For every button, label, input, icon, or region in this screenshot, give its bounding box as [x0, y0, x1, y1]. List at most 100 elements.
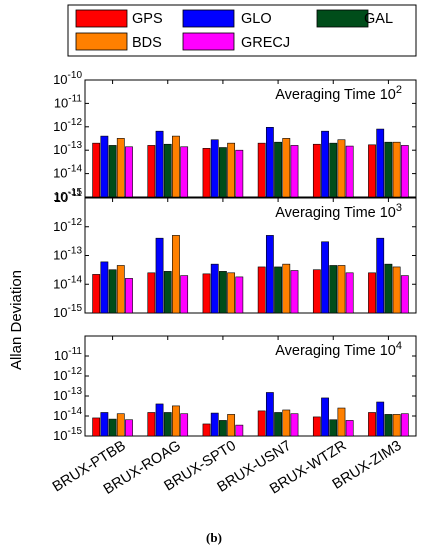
bar-gps-brux-roag — [147, 145, 156, 198]
y-tick-label: 10-15 — [53, 187, 82, 204]
bar-glo-brux-wtzr — [321, 241, 329, 314]
y-tick-label: 10-13 — [53, 140, 82, 157]
bar-gal-brux-wtzr — [329, 265, 338, 314]
panel-title: Averaging Time 102 — [275, 84, 402, 103]
bar-grecj-brux-usn7 — [290, 413, 299, 437]
bar-gal-brux-usn7 — [274, 141, 282, 198]
bar-glo-brux-zim3 — [376, 401, 385, 437]
bar-bds-brux-usn7 — [282, 409, 291, 437]
bar-gps-brux-usn7 — [257, 142, 266, 198]
panel-1: 10-10 10-11 10-12 10-13 10-14 10-15 Averaging … — [53, 70, 417, 204]
bar-grecj-brux-roag — [180, 413, 189, 437]
bar-gal-brux-ptbb — [108, 269, 117, 314]
legend: GPS GLO GAL BDS GRECJ — [67, 4, 417, 57]
bar-grecj-brux-spt0 — [235, 424, 244, 437]
bar-bds-brux-spt0 — [227, 272, 236, 314]
bar-gps-brux-wtzr — [312, 269, 321, 314]
bar-bds-brux-wtzr — [337, 407, 346, 437]
bar-bds-brux-roag — [172, 235, 180, 314]
bar-gps-brux-ptbb — [92, 142, 101, 198]
bar-gal-brux-wtzr — [329, 142, 338, 198]
bar-gal-brux-spt0 — [219, 147, 227, 198]
bar-bds-brux-spt0 — [227, 414, 236, 437]
bar-glo-brux-roag — [155, 130, 164, 198]
bar-glo-brux-roag — [155, 237, 164, 314]
legend-swatch-gps — [75, 9, 128, 28]
bar-glo-brux-zim3 — [376, 128, 385, 198]
bar-gal-brux-wtzr — [329, 419, 338, 437]
bar-grecj-brux-ptbb — [125, 419, 133, 437]
bar-gps-brux-zim3 — [368, 272, 376, 314]
y-tick-label: 10-11 — [54, 346, 83, 363]
bar-bds-brux-usn7 — [282, 263, 291, 314]
y-tick-label: 10-12 — [53, 217, 82, 234]
y-tick-label: 10-14 — [53, 274, 82, 291]
y-tick-label: 10-12 — [53, 366, 82, 383]
bar-grecj-brux-zim3 — [400, 275, 409, 314]
bar-gps-brux-spt0 — [202, 148, 211, 198]
bar-gps-brux-ptbb — [92, 417, 101, 437]
panel-title: Averaging Time 104 — [275, 340, 402, 359]
bar-grecj-brux-spt0 — [235, 276, 244, 314]
y-tick-label: 10-15 — [53, 426, 82, 443]
bar-bds-brux-roag — [172, 135, 180, 198]
bar-glo-brux-wtzr — [321, 397, 329, 437]
bar-gal-brux-ptbb — [108, 145, 117, 198]
bar-grecj-brux-ptbb — [125, 146, 133, 198]
bar-bds-brux-zim3 — [392, 414, 401, 437]
bar-bds-brux-wtzr — [337, 265, 346, 314]
bar-bds-brux-zim3 — [392, 266, 401, 314]
bar-gal-brux-zim3 — [384, 414, 393, 437]
bar-glo-brux-roag — [155, 403, 164, 437]
legend-swatch-gal — [316, 9, 369, 28]
bar-grecj-brux-ptbb — [125, 278, 133, 314]
chart-panels: 10-10 10-11 10-12 10-13 10-14 10-15 Averaging … — [53, 70, 417, 443]
y-tick-label: 10-11 — [54, 188, 83, 205]
bar-grecj-brux-zim3 — [400, 145, 409, 198]
y-axis-label: Allan Deviation — [8, 270, 25, 370]
bar-grecj-brux-wtzr — [345, 272, 354, 314]
bar-grecj-brux-wtzr — [345, 145, 354, 198]
x-axis-tick-labels: BRUX-PTBBBRUX-ROAGBRUX-SPT0BRUX-USN7BRUX… — [50, 438, 405, 498]
legend-swatch-glo — [182, 9, 235, 28]
bar-gal-brux-usn7 — [274, 266, 282, 314]
bar-bds-brux-usn7 — [282, 138, 291, 198]
y-tick-label: 10-11 — [54, 93, 83, 110]
panel-2: 10-11 10-12 10-13 10-14 10-15 Averaging Time … — [53, 188, 417, 320]
y-tick-label: 10-15 — [53, 303, 82, 320]
bar-grecj-brux-spt0 — [235, 149, 244, 198]
legend-label-gal: GAL — [364, 11, 393, 27]
panel-frame — [84, 79, 417, 198]
bar-gps-brux-zim3 — [368, 144, 376, 198]
legend-label-gps: GPS — [132, 11, 163, 27]
panel-title: Averaging Time 103 — [275, 202, 402, 221]
legend-swatch-grecj — [182, 32, 235, 51]
bar-gal-brux-roag — [163, 271, 172, 314]
bar-gps-brux-usn7 — [257, 266, 266, 314]
panel-frame — [84, 335, 417, 437]
legend-label-grecj: GRECJ — [241, 35, 290, 51]
bar-glo-brux-wtzr — [321, 130, 329, 198]
bar-gps-brux-wtzr — [312, 143, 321, 198]
bar-glo-brux-usn7 — [265, 392, 274, 437]
bar-gal-brux-zim3 — [384, 141, 393, 198]
bar-gal-brux-roag — [163, 143, 172, 198]
bar-gps-brux-ptbb — [92, 274, 101, 314]
bar-grecj-brux-roag — [180, 275, 189, 314]
bar-gps-brux-wtzr — [312, 416, 321, 437]
bar-bds-brux-roag — [172, 405, 180, 437]
bar-bds-brux-ptbb — [116, 138, 125, 198]
y-tick-label: 10-13 — [53, 246, 82, 263]
bar-glo-brux-spt0 — [210, 263, 219, 314]
y-tick-label: 10-13 — [53, 386, 82, 403]
y-tick-label: 10-12 — [53, 117, 82, 134]
bar-bds-brux-ptbb — [116, 413, 125, 437]
bar-grecj-brux-wtzr — [345, 420, 354, 437]
bar-bds-brux-wtzr — [337, 139, 346, 198]
bar-bds-brux-spt0 — [227, 142, 236, 198]
bar-gps-brux-spt0 — [202, 423, 211, 437]
y-tick-label: 10-14 — [53, 406, 82, 423]
panel-3: 10-11 10-12 10-13 10-14 10-15 Averaging Time … — [53, 335, 417, 443]
bar-glo-brux-ptbb — [100, 135, 109, 198]
